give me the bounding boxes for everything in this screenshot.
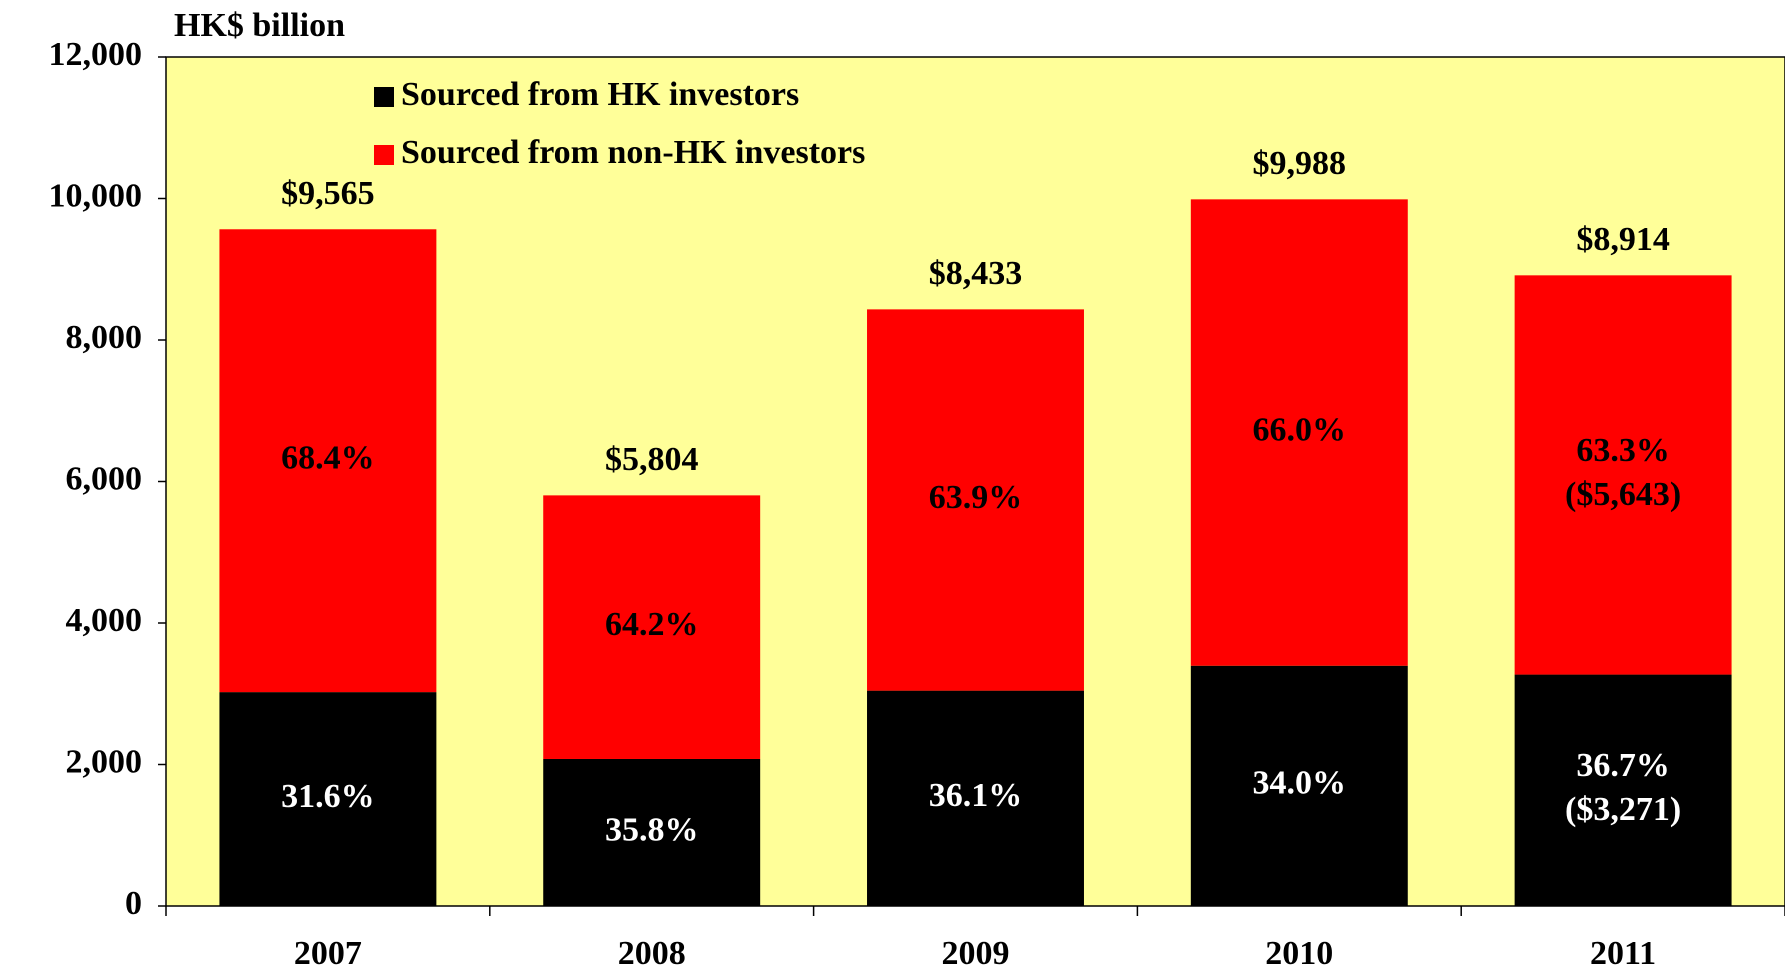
share-label: 34.0% bbox=[1253, 765, 1347, 802]
y-tick-label: 12,000 bbox=[49, 36, 143, 73]
bar-segment bbox=[1190, 199, 1408, 666]
legend-swatch bbox=[374, 145, 394, 165]
y-tick-label: 4,000 bbox=[66, 602, 143, 639]
share-label: 35.8% bbox=[605, 811, 699, 848]
share-label: 66.0% bbox=[1253, 411, 1347, 448]
share-label: 64.2% bbox=[605, 606, 699, 643]
bar-segment bbox=[1514, 275, 1732, 675]
legend-label: Sourced from HK investors bbox=[401, 76, 799, 113]
share-label: 63.3% bbox=[1576, 432, 1670, 469]
total-label: $9,565 bbox=[281, 175, 375, 212]
bar-segment bbox=[219, 692, 437, 906]
share-label: 63.9% bbox=[929, 479, 1023, 516]
bar-segment bbox=[1190, 665, 1408, 906]
bar-segment bbox=[219, 229, 437, 693]
y-tick-label: 10,000 bbox=[49, 177, 143, 214]
share-label: 31.6% bbox=[281, 778, 375, 815]
x-tick-label: 2011 bbox=[1590, 935, 1656, 972]
x-tick-label: 2010 bbox=[1265, 935, 1333, 972]
total-label: $8,433 bbox=[929, 255, 1023, 292]
bar-segment bbox=[543, 758, 761, 906]
y-tick-label: 8,000 bbox=[66, 319, 143, 356]
bar-segment bbox=[543, 495, 761, 759]
x-tick-label: 2007 bbox=[294, 935, 362, 972]
x-tick-label: 2009 bbox=[942, 935, 1010, 972]
total-label: $8,914 bbox=[1576, 221, 1670, 258]
bar-segment bbox=[867, 690, 1084, 906]
bar-segment bbox=[867, 309, 1084, 691]
total-label: $9,988 bbox=[1253, 145, 1347, 182]
y-tick-label: 2,000 bbox=[66, 743, 143, 780]
x-tick-label: 2008 bbox=[618, 935, 686, 972]
share-label: 68.4% bbox=[281, 439, 375, 476]
y-axis-label: HK$ billion bbox=[174, 7, 345, 44]
legend-label: Sourced from non-HK investors bbox=[401, 134, 865, 171]
y-tick-label: 6,000 bbox=[66, 460, 143, 497]
value-label: ($5,643) bbox=[1565, 476, 1681, 513]
value-label: ($3,271) bbox=[1565, 791, 1681, 828]
legend-swatch bbox=[374, 87, 394, 107]
total-label: $5,804 bbox=[605, 441, 699, 478]
share-label: 36.7% bbox=[1576, 747, 1670, 784]
y-tick-label: 0 bbox=[125, 885, 142, 922]
share-label: 36.1% bbox=[929, 777, 1023, 814]
bar-segment bbox=[1514, 674, 1732, 906]
